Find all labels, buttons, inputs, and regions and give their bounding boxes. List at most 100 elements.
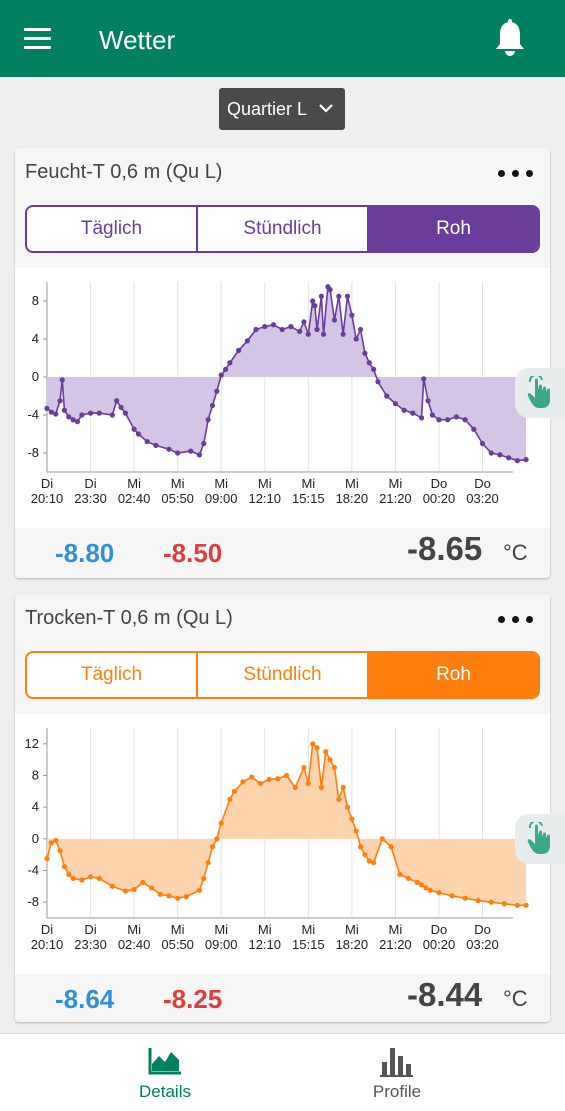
data-point [79,412,85,418]
data-point [479,440,486,447]
data-point [340,784,346,790]
nav-details[interactable]: Details [24,1034,306,1111]
data-point [357,326,364,333]
x-tick-label: Mi 09:00 [205,922,238,952]
data-point [131,886,137,893]
data-point [201,875,207,882]
y-tick-label: 12 [25,736,39,751]
data-point [453,414,459,420]
nav-profile[interactable]: Profile [256,1034,538,1111]
card-stats: -8.80 -8.50 -8.65 °C [15,528,550,578]
data-point [436,890,442,896]
data-point [449,893,455,899]
data-point [421,376,427,382]
touch-hint-tab[interactable] [515,814,565,864]
data-point [214,388,220,394]
data-point [318,293,324,299]
location-dropdown-label: Quartier L [227,99,308,119]
data-point [427,887,433,893]
data-point [488,899,494,905]
data-point [175,895,181,901]
y-tick-label: -4 [27,863,39,878]
data-point [283,772,290,779]
data-point [109,412,115,418]
data-point [48,409,54,415]
tab-stuendlich[interactable]: Stündlich [196,653,367,697]
more-options-icon[interactable] [498,616,534,624]
data-point [59,377,65,383]
x-tick-label: Di 23:30 [74,922,107,952]
x-tick-label: Do 00:20 [423,476,456,506]
tab-stuendlich[interactable]: Stündlich [196,207,367,251]
temperature-chart: -8 -4 0 4 8 Di 20:10 Di 23:30 Mi 02:40 Mi 05:50 Mi 09:… [15,268,550,528]
data-point [166,446,172,452]
current-value: -8.65 [407,530,483,567]
data-point [44,856,50,862]
min-value: -8.80 [55,538,115,568]
more-options-icon[interactable] [498,170,534,178]
data-point [429,412,436,418]
data-point [188,448,194,454]
data-point [418,415,425,421]
tab-taeglich[interactable]: Täglich [80,664,143,685]
tab-taeglich[interactable]: Täglich [80,218,143,239]
data-point [301,319,307,325]
max-value: -8.50 [163,538,223,568]
data-point [362,852,368,858]
data-point [353,828,359,834]
data-point [379,836,385,842]
data-point [44,405,50,411]
y-tick-label: -8 [27,445,39,460]
location-dropdown[interactable]: Quartier L [219,88,345,130]
tab-roh[interactable]: Roh [367,653,538,697]
data-point [506,455,512,461]
data-point [414,879,420,885]
data-point [61,407,68,413]
data-point [122,410,128,416]
tab-roh[interactable]: Roh [367,207,538,251]
x-tick-label: Mi 12:10 [248,922,281,952]
data-point [157,891,163,897]
x-tick-label: Do 00:20 [423,922,456,952]
temperature-chart: -8 -4 0 4 8 12 Di 20:10 Di 23:30 Mi 02:40 Mi 05:50 Mi 0… [15,714,550,974]
x-tick-label: Mi 05:50 [161,476,194,506]
touch-hint-tab[interactable] [515,368,565,418]
data-point [236,347,242,353]
data-point [66,414,72,420]
data-point [349,816,355,822]
data-point [314,326,320,333]
data-point [279,326,285,333]
series-area [47,286,527,461]
sensor-card-trocken: Trocken-T 0,6 m (Qu L) Täglich Stündlich… [15,594,550,1022]
data-point [257,780,264,787]
data-point [270,322,277,328]
data-point [118,404,124,410]
data-point [262,324,268,330]
data-point [392,401,399,407]
data-point [140,879,146,885]
data-point [196,452,203,458]
data-point [514,902,520,908]
data-point [471,426,477,432]
data-point [331,764,338,771]
bell-icon[interactable] [492,18,528,60]
data-point [336,293,342,299]
data-point [305,331,311,337]
data-point [327,757,333,763]
card-title: Feucht-T 0,6 m (Qu L) [25,161,223,183]
data-point [523,457,529,463]
unit-label: °C [503,986,528,1011]
y-tick-label: -4 [27,407,39,422]
max-value: -8.25 [163,984,223,1014]
data-point [240,779,246,785]
menu-icon[interactable] [24,28,52,50]
data-point [131,426,137,432]
data-point [275,776,281,782]
data-point [327,287,333,293]
data-point [135,431,142,437]
data-point [53,411,59,417]
data-point [340,331,346,337]
data-point [253,326,259,333]
data-point [209,844,216,850]
x-tick-label: Di 23:30 [74,476,107,506]
